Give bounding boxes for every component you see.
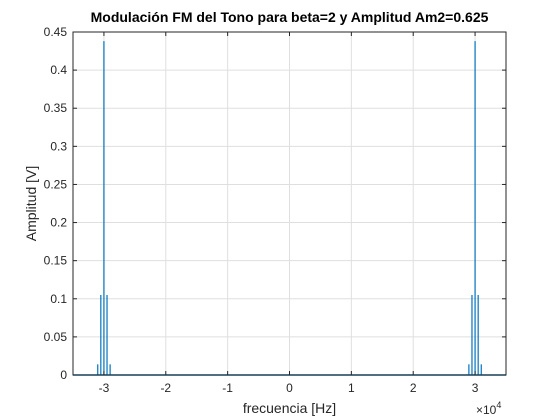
axis-ticks: -3 -2 -1 0 1 2 3 0 0.05 0.1 0.15 0.2 0.25 0.3 0.35 0.4 0… [44,25,506,395]
y-tick-label: 0.15 [44,254,68,268]
x-tick-label: 0 [286,381,293,395]
y-tick-label: 0 [60,368,67,382]
y-tick-label: 0.25 [44,177,68,191]
x-exponent-power: 4 [496,400,501,410]
x-tick-label: -2 [160,381,171,395]
x-tick-label: -1 [222,381,233,395]
chart-title: Modulación FM del Tono para beta=2 y Amp… [91,9,489,25]
x-tick-label: 3 [472,381,479,395]
x-axis-label: frecuencia [Hz] [243,400,336,416]
y-tick-label: 0.1 [50,292,67,306]
y-tick-label: 0.35 [44,101,68,115]
x-tick-label: -3 [99,381,110,395]
x-exponent-base: ×10 [476,403,497,417]
y-tick-label: 0.3 [50,139,67,153]
x-tick-label: 1 [348,381,355,395]
y-tick-label: 0.4 [50,63,67,77]
y-tick-label: 0.45 [44,25,68,39]
x-tick-label: 2 [410,381,417,395]
y-axis-label: Amplitud [V] [23,166,39,241]
x-exponent-label: ×104 [476,400,501,417]
y-tick-label: 0.2 [50,216,67,230]
y-tick-label: 0.05 [44,330,68,344]
